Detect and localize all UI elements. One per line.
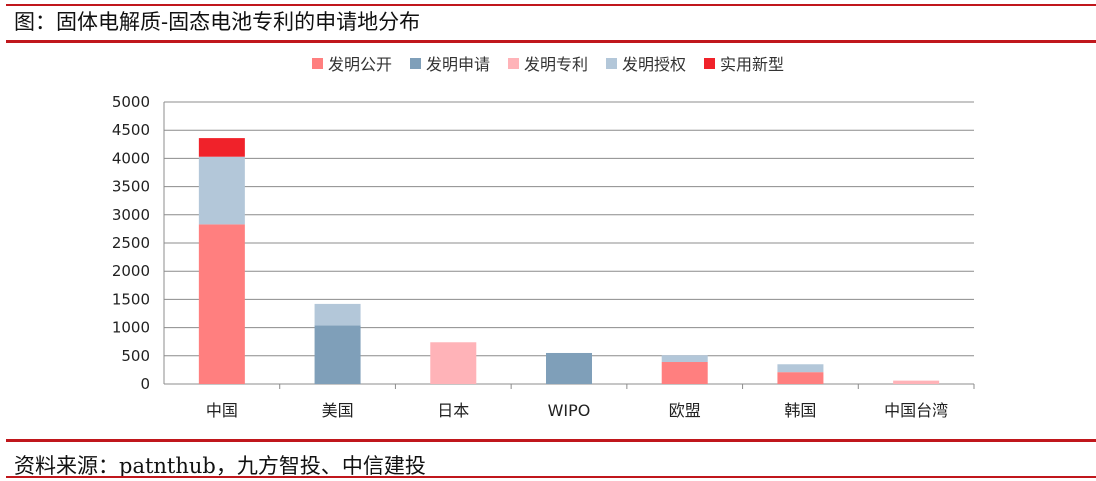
legend-item: 发明公开 bbox=[311, 51, 392, 75]
legend-label: 发明公开 bbox=[327, 55, 392, 74]
bar-segment bbox=[661, 355, 708, 363]
source-note: 资料来源：patnthub，九方智投、中信建投 bbox=[14, 454, 426, 478]
bar-segment bbox=[546, 352, 592, 384]
source-bottom-rule bbox=[6, 476, 1096, 478]
bar-segment bbox=[198, 224, 245, 384]
legend-swatch bbox=[311, 57, 323, 69]
y-tick-label: 3500 bbox=[112, 178, 150, 196]
legend-swatch bbox=[606, 57, 617, 69]
legend-label: 发明授权 bbox=[622, 55, 687, 74]
x-category-label: 中国台湾 bbox=[884, 401, 948, 420]
legend-item: 发明授权 bbox=[606, 51, 686, 75]
bar-segment bbox=[198, 156, 245, 225]
bar-segment bbox=[198, 138, 245, 157]
bar-segment bbox=[661, 362, 708, 384]
legend-item: 发明申请 bbox=[409, 51, 490, 75]
y-tick-label: 1500 bbox=[112, 290, 150, 308]
x-category-label: 美国 bbox=[322, 401, 354, 420]
x-category-label: 韩国 bbox=[784, 401, 816, 420]
y-tick-label: 0 bbox=[140, 375, 150, 393]
y-tick-label: 2500 bbox=[112, 234, 150, 252]
title-bottom-rule bbox=[6, 40, 1096, 43]
x-category-label: 日本 bbox=[437, 401, 469, 420]
legend-item: 实用新型 bbox=[704, 51, 784, 75]
bar-segment bbox=[777, 364, 824, 373]
legend-label: 实用新型 bbox=[720, 55, 785, 74]
bar-segment bbox=[314, 303, 361, 326]
legend-swatch bbox=[704, 57, 716, 69]
bar-segment bbox=[430, 342, 477, 384]
legend-swatch bbox=[507, 57, 519, 69]
x-category-label: 欧盟 bbox=[669, 401, 701, 420]
chart-legend: 发明公开 发明申请 发明专利 发明授权 实用新型 bbox=[0, 51, 1096, 75]
title-top-rule bbox=[6, 4, 1096, 6]
bar-segment bbox=[777, 372, 824, 384]
y-tick-label: 1000 bbox=[112, 319, 150, 337]
source-top-rule bbox=[6, 439, 1096, 442]
y-tick-label: 5000 bbox=[112, 93, 150, 111]
y-tick-label: 3000 bbox=[112, 206, 150, 224]
legend-label: 发明申请 bbox=[425, 55, 490, 74]
page-title: 图：固体电解质-固态电池专利的申请地分布 bbox=[14, 10, 421, 34]
y-tick-label: 4000 bbox=[112, 149, 150, 167]
bar-segment bbox=[314, 325, 361, 384]
legend-swatch bbox=[409, 57, 421, 69]
legend-item: 发明专利 bbox=[507, 51, 588, 75]
bar-segment bbox=[893, 380, 940, 384]
y-tick-label: 500 bbox=[121, 347, 150, 365]
x-category-label: 中国 bbox=[206, 401, 238, 420]
legend-label: 发明专利 bbox=[523, 55, 588, 74]
y-tick-label: 2000 bbox=[112, 262, 150, 280]
x-category-label: WIPO bbox=[548, 401, 591, 420]
y-tick-label: 4500 bbox=[112, 121, 150, 139]
